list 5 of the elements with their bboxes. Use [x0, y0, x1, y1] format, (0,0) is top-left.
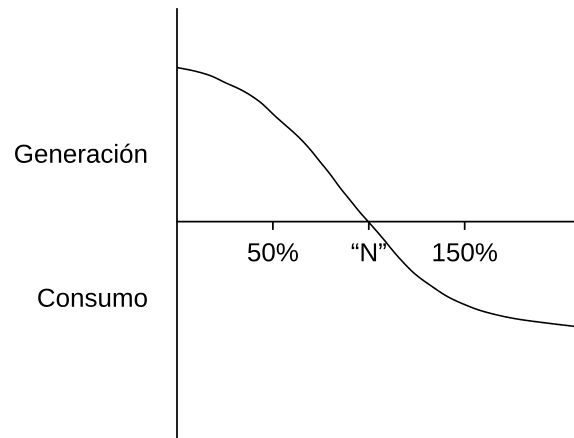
x-tick-label: “N”	[352, 243, 386, 262]
text: Consumo	[38, 288, 147, 307]
x-tick-label: 50%	[248, 243, 298, 262]
x-tick-label: 150%	[433, 243, 497, 262]
text: Generación	[15, 144, 146, 163]
